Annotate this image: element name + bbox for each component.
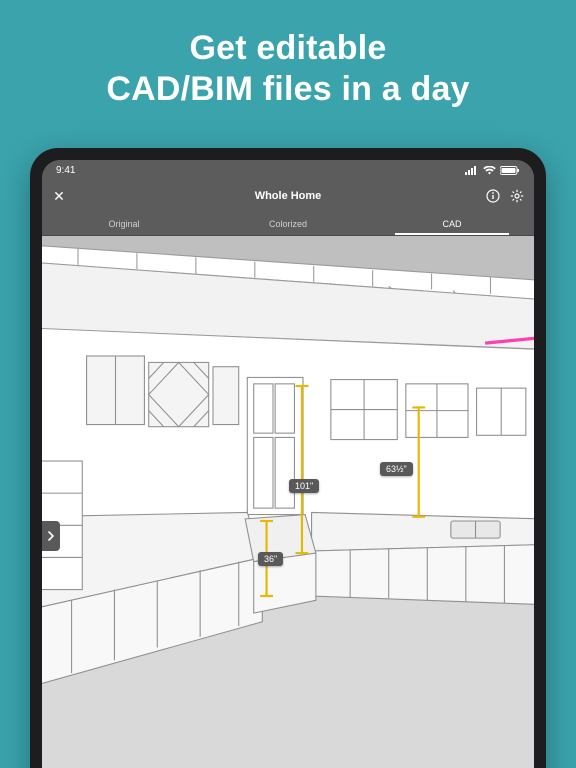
dimension-badge-63[interactable]: 63½" [380, 462, 413, 476]
signal-icon [465, 166, 479, 175]
gear-icon[interactable] [510, 189, 524, 203]
tab-cad-label: CAD [442, 219, 461, 229]
dimension-badge-101[interactable]: 101" [289, 479, 319, 493]
info-icon[interactable] [486, 189, 500, 203]
headline-line1: Get editable [0, 28, 576, 69]
side-panel-handle[interactable] [42, 521, 60, 551]
tab-original-label: Original [108, 219, 139, 229]
cad-viewport[interactable]: 101" 63½" 36" [42, 236, 534, 768]
ios-status-bar: 9:41 [42, 160, 534, 180]
marketing-headline: Get editable CAD/BIM files in a day [0, 0, 576, 110]
status-time: 9:41 [56, 165, 75, 176]
tab-original[interactable]: Original [42, 212, 206, 235]
cad-scene [42, 236, 534, 768]
tab-cad[interactable]: CAD [370, 212, 534, 235]
tab-colorized[interactable]: Colorized [206, 212, 370, 235]
status-right-cluster [465, 166, 520, 175]
tablet-device-frame: 9:41 ✕ Whole Home [30, 148, 546, 768]
marketing-stage: Get editable CAD/BIM files in a day 9:41 [0, 0, 576, 768]
close-icon[interactable]: ✕ [52, 189, 66, 203]
wifi-icon [483, 166, 496, 175]
navbar-left: ✕ [52, 189, 112, 203]
app-navbar: ✕ Whole Home [42, 180, 534, 212]
tablet-screen: 9:41 ✕ Whole Home [42, 160, 534, 768]
tab-colorized-label: Colorized [269, 219, 307, 229]
battery-icon [500, 166, 520, 175]
navbar-right [464, 189, 524, 203]
navbar-title: Whole Home [255, 190, 322, 202]
headline-line2: CAD/BIM files in a day [0, 69, 576, 110]
view-tabs: Original Colorized CAD [42, 212, 534, 236]
dimension-badge-36[interactable]: 36" [258, 552, 283, 566]
